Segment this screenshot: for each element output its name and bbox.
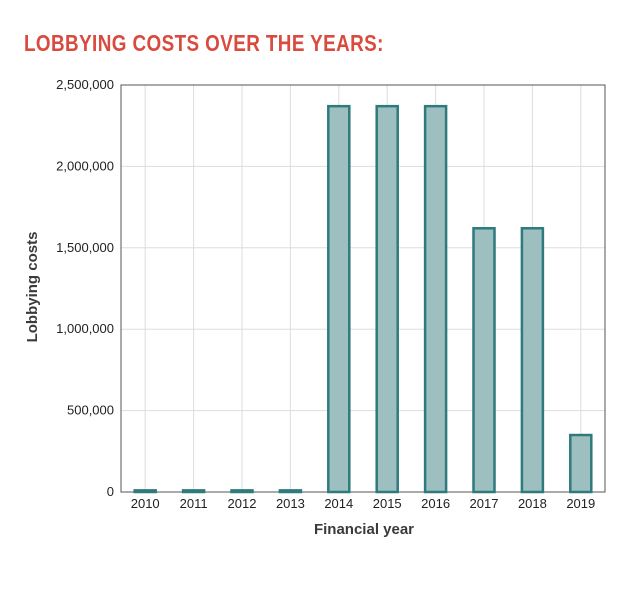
bar-2012 [230, 489, 254, 494]
x-tick-label: 2016 [421, 496, 450, 511]
x-tick-label: 2011 [180, 496, 208, 511]
bar-2014 [327, 104, 351, 494]
bar-2017 [472, 227, 496, 494]
bar-2019 [569, 433, 593, 494]
x-tick-label: 2014 [324, 496, 353, 511]
x-tick-label: 2015 [373, 496, 402, 511]
bar-2018 [520, 227, 545, 494]
chart-title: LOBBYING COSTS OVER THE YEARS: [24, 30, 384, 56]
bar-2015 [375, 104, 399, 494]
y-axis-title: Lobbying costs [24, 232, 41, 343]
y-tick-labels: 0 500,000 1,000,000 1,500,000 2,000,000 2,500… [56, 77, 114, 499]
y-tick-label: 0 [107, 484, 114, 499]
x-tick-label: 2017 [470, 496, 499, 511]
bars [133, 104, 593, 494]
y-tick-label: 2,500,000 [56, 77, 114, 92]
x-tick-label: 2013 [276, 496, 305, 511]
plot-area-frame [120, 84, 606, 493]
x-tick-label: 2012 [228, 496, 257, 511]
x-tick-label: 2018 [518, 496, 547, 511]
bar-2016 [423, 104, 448, 494]
bar-2010 [133, 489, 157, 494]
y-tick-label: 2,000,000 [56, 158, 114, 173]
x-tick-labels: 2010 2011 2012 2013 2014 2015 2016 2017 2018 2019 [131, 496, 596, 511]
x-tick-label: 2019 [566, 496, 595, 511]
x-axis-title: Financial year [314, 521, 414, 538]
x-tick-label: 2010 [131, 496, 160, 511]
y-tick-label: 1,500,000 [56, 240, 114, 255]
y-tick-label: 500,000 [67, 403, 114, 418]
bar-2011 [181, 489, 206, 494]
bar-2013 [278, 489, 303, 494]
y-tick-label: 1,000,000 [56, 321, 114, 336]
